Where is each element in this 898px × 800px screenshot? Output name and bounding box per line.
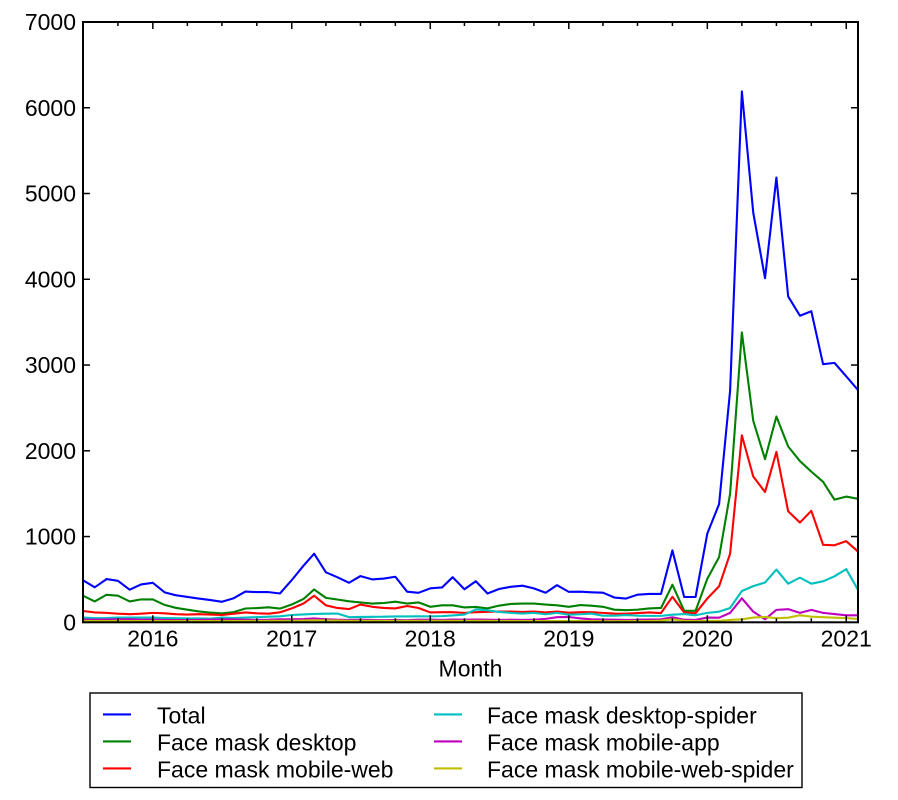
svg-text:5000: 5000 <box>25 181 76 207</box>
svg-text:2000: 2000 <box>25 438 76 464</box>
svg-text:2019: 2019 <box>543 626 594 652</box>
svg-text:Face mask mobile-web: Face mask mobile-web <box>157 756 393 782</box>
svg-text:2018: 2018 <box>405 626 456 652</box>
svg-text:Face mask desktop-spider: Face mask desktop-spider <box>487 702 757 728</box>
svg-text:6000: 6000 <box>25 95 76 121</box>
svg-text:Total: Total <box>157 702 206 728</box>
svg-text:Face mask mobile-app: Face mask mobile-app <box>487 729 720 755</box>
svg-text:1000: 1000 <box>25 524 76 550</box>
svg-text:Month: Month <box>439 656 503 682</box>
svg-text:7000: 7000 <box>25 9 76 35</box>
svg-text:4000: 4000 <box>25 266 76 292</box>
svg-text:3000: 3000 <box>25 352 76 378</box>
svg-text:Face mask mobile-web-spider: Face mask mobile-web-spider <box>487 756 794 782</box>
svg-text:2016: 2016 <box>127 626 178 652</box>
svg-text:2020: 2020 <box>682 626 733 652</box>
svg-text:0: 0 <box>63 609 76 635</box>
svg-text:2021: 2021 <box>821 626 872 652</box>
svg-text:2017: 2017 <box>266 626 317 652</box>
svg-text:Face mask desktop: Face mask desktop <box>157 729 356 755</box>
